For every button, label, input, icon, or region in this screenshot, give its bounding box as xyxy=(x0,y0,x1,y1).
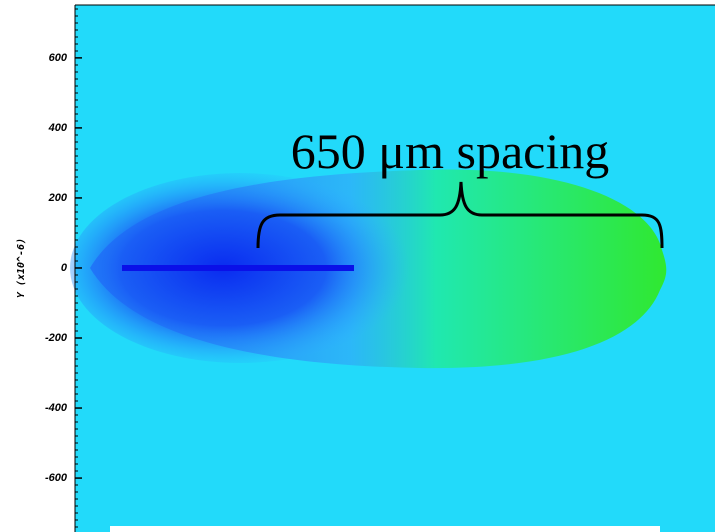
annotation: 650 μm spacing xyxy=(291,123,609,179)
y-tick-label: 600 xyxy=(49,52,68,64)
y-tick-label: 0 xyxy=(61,262,68,274)
y-tick-label: 200 xyxy=(48,192,68,204)
rod xyxy=(122,265,354,271)
y-tick-label: 400 xyxy=(48,122,68,134)
y-axis-label: Y (x10^-6) xyxy=(16,238,27,298)
strip xyxy=(110,526,660,532)
simulation-image xyxy=(70,5,715,532)
y-tick-label: -400 xyxy=(45,402,68,414)
figure: 650 μm spacing Y (x10^-6) -600 -400 -200 0 2… xyxy=(0,0,715,532)
y-tick-label: -200 xyxy=(45,332,68,344)
y-tick-label: -600 xyxy=(45,472,68,484)
